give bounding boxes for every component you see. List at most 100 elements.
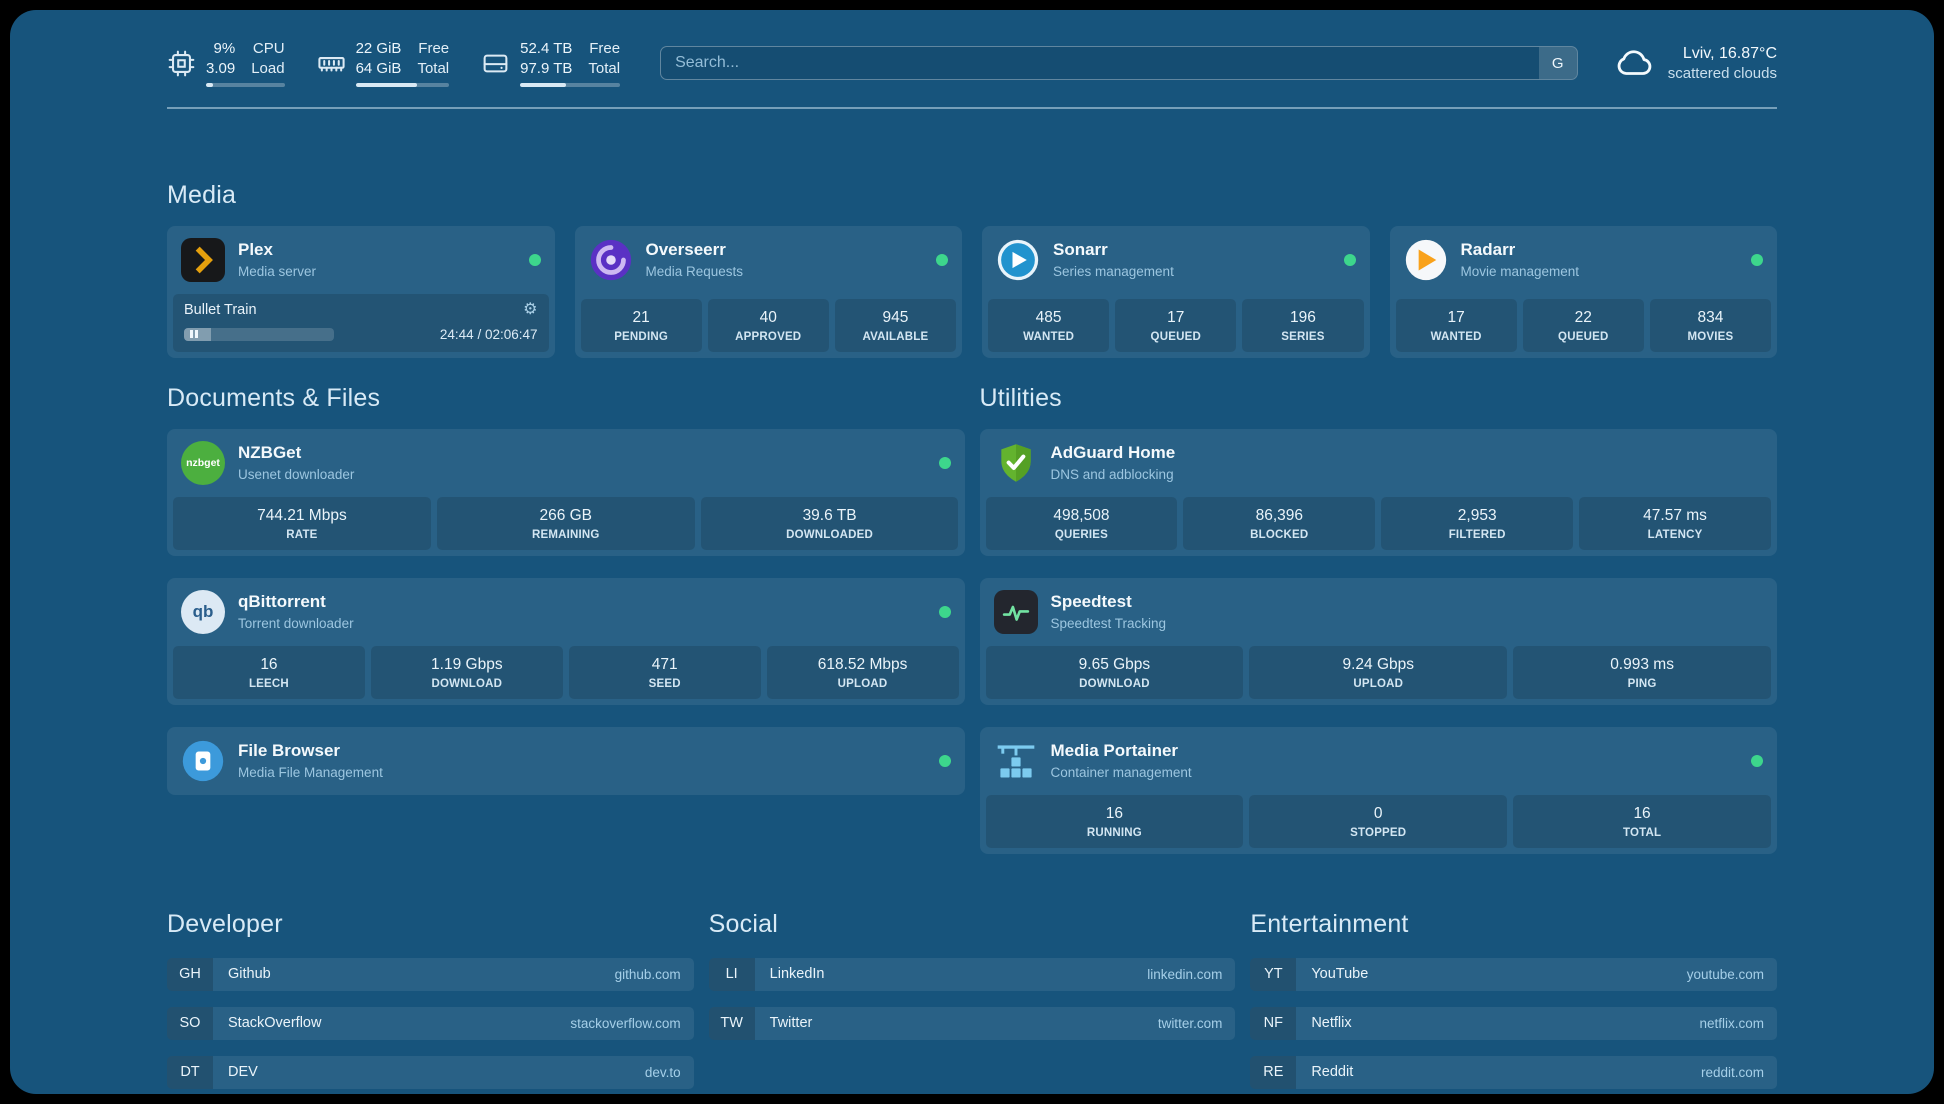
service-card-qbittorrent[interactable]: qb qBittorrent Torrent downloader 16 LEE… <box>167 577 965 705</box>
stat-value: 744.21 Mbps <box>257 506 347 524</box>
stat-remaining: 266 GB REMAINING <box>436 496 695 550</box>
bookmark-twitter[interactable]: TW Twitter twitter.com <box>708 1006 1236 1040</box>
stat-label: SEED <box>648 677 681 690</box>
weather-location: Lviv, 16.87°C <box>1682 44 1777 62</box>
stat-value: 945 <box>882 308 909 326</box>
section-documents: Documents & Files nzbget NZBGet Usenet d… <box>167 384 965 817</box>
stat-value: 9.24 Gbps <box>1342 655 1414 673</box>
stat-series: 196 SERIES <box>1242 298 1364 352</box>
service-card-plex[interactable]: Plex Media server Bullet Train ⚙ <box>167 225 555 358</box>
disk-total-label: Total <box>588 59 621 77</box>
stat-rate: 744.21 Mbps RATE <box>173 496 431 550</box>
playback-time: 24:44 / 02:06:47 <box>439 326 538 342</box>
status-dot <box>1751 253 1763 266</box>
stat-label: PENDING <box>614 330 668 343</box>
bookmark-stackoverflow[interactable]: SO StackOverflow stackoverflow.com <box>167 1006 694 1040</box>
service-name: File Browser <box>238 741 341 761</box>
memory-free-value: 22 GiB <box>355 40 402 57</box>
stat-stopped: 0 STOPPED <box>1249 794 1508 848</box>
pause-button[interactable] <box>190 330 198 338</box>
cpu-icon <box>167 49 196 78</box>
service-card-sonarr[interactable]: Sonarr Series management 485 WANTED 17 Q… <box>982 225 1370 358</box>
stat-queries: 498,508 QUERIES <box>985 496 1178 550</box>
stat-label: DOWNLOADED <box>786 528 874 541</box>
service-name: Overseerr <box>645 240 726 260</box>
search-provider-button[interactable]: G <box>1538 47 1577 80</box>
service-card-radarr[interactable]: Radarr Movie management 17 WANTED 22 QUE… <box>1389 225 1777 358</box>
bookmark-url: linkedin.com <box>1147 966 1223 982</box>
dashboard: 9% CPU 3.09 Load <box>10 10 1934 1094</box>
bookmark-linkedin[interactable]: LI LinkedIn linkedin.com <box>708 957 1236 991</box>
disk-icon <box>481 49 510 78</box>
service-subtitle: Speedtest Tracking <box>1050 615 1167 631</box>
plex-now-playing: Bullet Train ⚙ 24:44 / 02:06:47 <box>173 293 549 352</box>
stat-value: 22 <box>1574 308 1592 326</box>
stat-value: 498,508 <box>1053 506 1110 524</box>
service-subtitle: DNS and adblocking <box>1050 466 1174 482</box>
stat-running: 16 RUNNING <box>985 794 1244 848</box>
stat-available: 945 AVAILABLE <box>834 298 957 352</box>
service-subtitle: Container management <box>1050 764 1192 780</box>
playback-progress-bar[interactable] <box>184 327 334 341</box>
weather-widget: Lviv, 16.87°C scattered clouds <box>1614 42 1777 84</box>
bookmark-name: Netflix <box>1311 1015 1352 1031</box>
search-input[interactable] <box>661 54 1539 73</box>
stat-label: DOWNLOAD <box>431 677 503 690</box>
service-card-overseerr[interactable]: Overseerr Media Requests 21 PENDING 40 A… <box>574 225 962 358</box>
service-card-filebrowser[interactable]: File Browser Media File Management <box>167 726 965 795</box>
stat-label: FILTERED <box>1448 528 1506 541</box>
cpu-widget: 9% CPU 3.09 Load <box>167 40 285 87</box>
memory-progress-bar <box>355 82 450 87</box>
cpu-load-label: Load <box>251 59 285 77</box>
service-card-nzbget[interactable]: nzbget NZBGet Usenet downloader 744.21 M… <box>167 428 965 556</box>
stat-upload: 618.52 Mbps UPLOAD <box>766 645 959 699</box>
gear-icon[interactable]: ⚙ <box>523 300 538 318</box>
top-bar: 9% CPU 3.09 Load <box>167 40 1777 87</box>
bookmark-youtube[interactable]: YT YouTube youtube.com <box>1250 957 1777 991</box>
service-name: Plex <box>238 240 273 260</box>
utilities-section-title: Utilities <box>979 383 1062 412</box>
bookmark-name: DEV <box>228 1064 258 1080</box>
stat-label: STOPPED <box>1350 826 1407 839</box>
service-subtitle: Movie management <box>1460 263 1580 279</box>
stat-label: QUERIES <box>1054 528 1109 541</box>
bookmark-reddit[interactable]: RE Reddit reddit.com <box>1250 1055 1777 1089</box>
bookmark-netflix[interactable]: NF Netflix netflix.com <box>1250 1006 1777 1040</box>
stat-total: 16 TOTAL <box>1513 794 1771 848</box>
status-dot <box>1343 253 1356 266</box>
stat-upload: 9.24 Gbps UPLOAD <box>1249 645 1508 699</box>
service-card-adguard[interactable]: AdGuard Home DNS and adblocking 498,508 … <box>979 428 1777 556</box>
stat-filtered: 2,953 FILTERED <box>1381 496 1574 550</box>
service-card-portainer[interactable]: Media Portainer Container management 16 … <box>979 726 1777 854</box>
bookmark-name: Reddit <box>1311 1064 1354 1080</box>
stat-value: 16 <box>1633 804 1651 822</box>
adguard-icon <box>994 441 1038 485</box>
service-name: qBittorrent <box>238 592 326 612</box>
disk-free-label: Free <box>589 40 621 57</box>
service-subtitle: Media File Management <box>238 764 383 780</box>
stat-value: 618.52 Mbps <box>817 655 908 673</box>
bookmark-dev[interactable]: DT DEV dev.to <box>167 1055 694 1089</box>
stat-value: 1.19 Gbps <box>431 655 503 673</box>
plex-icon <box>181 237 225 282</box>
bookmark-name: LinkedIn <box>769 966 825 982</box>
speedtest-icon <box>993 589 1038 634</box>
stat-label: RUNNING <box>1086 826 1142 839</box>
stat-value: 471 <box>651 655 678 673</box>
stat-label: MOVIES <box>1687 330 1734 343</box>
bookmark-abbr: TW <box>708 1006 755 1040</box>
bookmark-abbr: RE <box>1250 1055 1297 1089</box>
stat-label: REMAINING <box>531 528 600 541</box>
stat-label: LATENCY <box>1647 528 1703 541</box>
service-card-speedtest[interactable]: Speedtest Speedtest Tracking 9.65 Gbps D… <box>979 577 1777 705</box>
radarr-icon <box>1404 238 1448 282</box>
bookmark-name: YouTube <box>1311 966 1369 982</box>
bookmark-abbr: GH <box>167 957 213 991</box>
memory-total-label: Total <box>417 59 450 77</box>
bookmark-github[interactable]: GH Github github.com <box>167 957 694 991</box>
stat-label: QUEUED <box>1150 330 1201 343</box>
entertainment-section-title: Entertainment <box>1250 909 1409 938</box>
stat-wanted: 485 WANTED <box>988 298 1110 352</box>
bookmark-group-social: Social LI LinkedIn linkedin.com TW Twitt… <box>708 910 1236 1095</box>
stat-value: 86,396 <box>1255 506 1304 524</box>
